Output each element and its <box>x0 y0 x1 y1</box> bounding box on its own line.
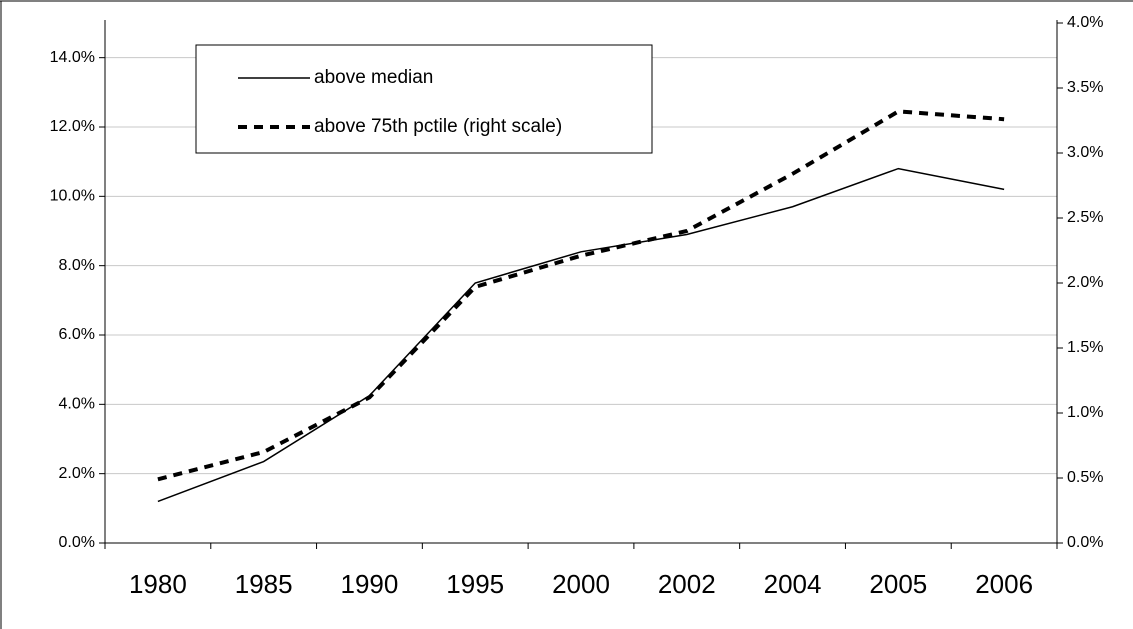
y2-tick-label: 2.5% <box>1067 209 1103 226</box>
y2-tick-label: 3.5% <box>1067 79 1103 96</box>
x-tick-label: 2002 <box>658 569 716 599</box>
x-tick-label: 1995 <box>446 569 504 599</box>
x-tick-label: 2004 <box>764 569 822 599</box>
y-tick-label: 4.0% <box>59 396 95 413</box>
x-tick-label: 1980 <box>129 569 187 599</box>
y-tick-label: 6.0% <box>59 326 95 343</box>
y-tick-label: 2.0% <box>59 465 95 482</box>
legend-box <box>195 44 653 154</box>
legend-label: above median <box>314 67 433 88</box>
series-line <box>157 109 1005 482</box>
x-tick-label: 2000 <box>552 569 610 599</box>
x-tick-label: 1990 <box>341 569 399 599</box>
legend-label: above 75th pctile (right scale) <box>314 116 562 137</box>
y2-tick-label: 0.0% <box>1067 534 1103 551</box>
y2-tick-label: 3.0% <box>1067 144 1103 161</box>
x-tick-label: 2005 <box>869 569 927 599</box>
y-tick-label: 14.0% <box>50 49 95 66</box>
y2-tick-label: 0.5% <box>1067 469 1103 486</box>
series-line <box>157 167 1005 503</box>
y-tick-label: 12.0% <box>50 118 95 135</box>
y-tick-label: 8.0% <box>59 257 95 274</box>
y2-tick-label: 1.0% <box>1067 404 1103 421</box>
y2-tick-label: 2.0% <box>1067 274 1103 291</box>
y2-tick-label: 1.5% <box>1067 339 1103 356</box>
y-tick-label: 10.0% <box>50 188 95 205</box>
y2-tick-label: 4.0% <box>1067 14 1103 31</box>
x-tick-label: 2006 <box>975 569 1033 599</box>
x-tick-label: 1985 <box>235 569 293 599</box>
y-tick-label: 0.0% <box>59 534 95 551</box>
